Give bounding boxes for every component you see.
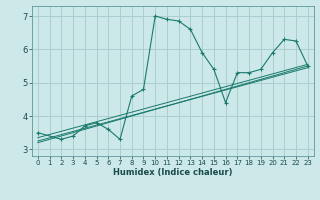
X-axis label: Humidex (Indice chaleur): Humidex (Indice chaleur)	[113, 168, 233, 177]
